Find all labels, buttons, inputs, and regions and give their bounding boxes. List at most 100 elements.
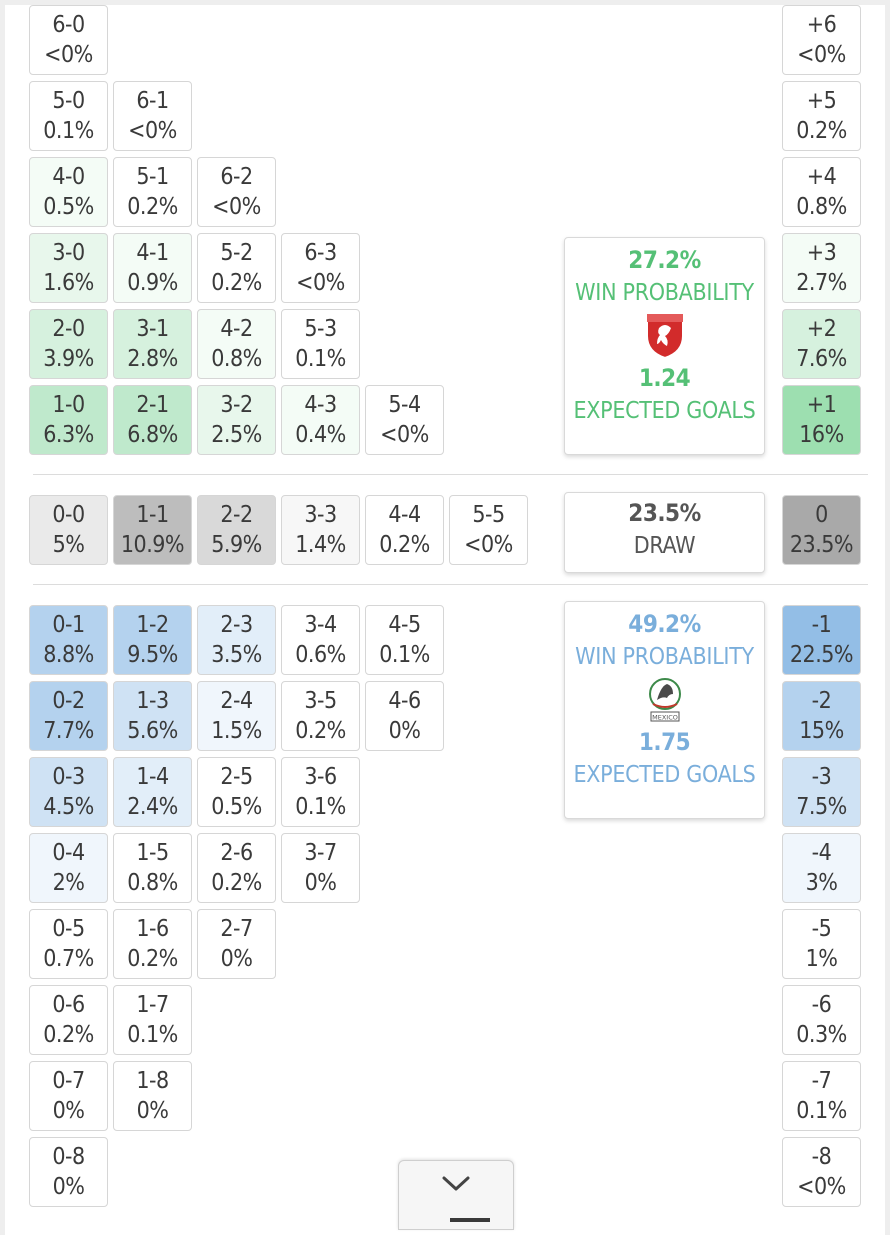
score-cell-0-7-probability: 0% xyxy=(52,1098,85,1124)
score-cell-3-2-label: 3-2 xyxy=(220,392,253,418)
score-cell-1-7-label: 1-7 xyxy=(136,992,169,1018)
score-cell-0-5[interactable]: 0-5 0.7% xyxy=(29,909,108,979)
score-cell-1-1-probability: 10.9% xyxy=(120,532,185,558)
score-cell-1-6[interactable]: 1-6 0.2% xyxy=(113,909,192,979)
score-cell-0-3-probability: 4.5% xyxy=(43,794,94,820)
score-cell-2-7[interactable]: 2-7 0% xyxy=(197,909,276,979)
score-cell-0-8[interactable]: 0-8 0% xyxy=(29,1137,108,1207)
score-cell-0-3[interactable]: 0-3 4.5% xyxy=(29,757,108,827)
score-cell-2-0-label: 2-0 xyxy=(52,316,85,342)
score-cell-0-2-probability: 7.7% xyxy=(43,718,94,744)
score-cell-6-2-probability: <0% xyxy=(212,194,261,220)
score-cell-2-4[interactable]: 2-4 1.5% xyxy=(197,681,276,751)
score-cell-1-2[interactable]: 1-2 9.5% xyxy=(113,605,192,675)
score-cell-6-2[interactable]: 6-2 <0% xyxy=(197,157,276,227)
score-cell-5-2[interactable]: 5-2 0.2% xyxy=(197,233,276,303)
score-cell-0-8-label: 0-8 xyxy=(52,1144,85,1170)
score-cell-1-7[interactable]: 1-7 0.1% xyxy=(113,985,192,1055)
goal-diff-cell-label: 0 xyxy=(815,502,828,528)
goal-diff-cell[interactable]: -6 0.3% xyxy=(782,985,861,1055)
score-cell-5-1[interactable]: 5-1 0.2% xyxy=(113,157,192,227)
goal-diff-cell[interactable]: 0 23.5% xyxy=(782,495,861,565)
score-cell-5-4-probability: <0% xyxy=(380,422,429,448)
goal-diff-cell-label: +2 xyxy=(806,316,837,342)
score-cell-1-3[interactable]: 1-3 5.6% xyxy=(113,681,192,751)
score-cell-6-0[interactable]: 6-0 <0% xyxy=(29,5,108,75)
score-cell-0-1[interactable]: 0-1 8.8% xyxy=(29,605,108,675)
score-cell-1-4[interactable]: 1-4 2.4% xyxy=(113,757,192,827)
goal-diff-cell[interactable]: -4 3% xyxy=(782,833,861,903)
goal-diff-cell-probability: 15% xyxy=(799,718,844,744)
goal-diff-cell[interactable]: +5 0.2% xyxy=(782,81,861,151)
score-cell-6-1[interactable]: 6-1 <0% xyxy=(113,81,192,151)
score-cell-1-2-label: 1-2 xyxy=(136,612,169,638)
goal-diff-cell-probability: 1% xyxy=(805,946,838,972)
score-cell-3-7[interactable]: 3-7 0% xyxy=(281,833,360,903)
score-cell-0-6-label: 0-6 xyxy=(52,992,85,1018)
score-cell-1-7-probability: 0.1% xyxy=(127,1022,178,1048)
score-cell-1-5[interactable]: 1-5 0.8% xyxy=(113,833,192,903)
score-cell-5-4[interactable]: 5-4 <0% xyxy=(365,385,444,455)
score-cell-4-5[interactable]: 4-5 0.1% xyxy=(365,605,444,675)
score-cell-0-7[interactable]: 0-7 0% xyxy=(29,1061,108,1131)
score-cell-2-3[interactable]: 2-3 3.5% xyxy=(197,605,276,675)
score-cell-6-3[interactable]: 6-3 <0% xyxy=(281,233,360,303)
score-cell-1-0[interactable]: 1-0 6.3% xyxy=(29,385,108,455)
away-win-probability: 49.2% xyxy=(628,610,701,638)
score-cell-4-6-label: 4-6 xyxy=(388,688,421,714)
score-cell-2-0[interactable]: 2-0 3.9% xyxy=(29,309,108,379)
goal-diff-cell[interactable]: -7 0.1% xyxy=(782,1061,861,1131)
goal-diff-cell[interactable]: -2 15% xyxy=(782,681,861,751)
goal-diff-cell[interactable]: +1 16% xyxy=(782,385,861,455)
goal-diff-cell[interactable]: -1 22.5% xyxy=(782,605,861,675)
score-cell-5-3[interactable]: 5-3 0.1% xyxy=(281,309,360,379)
score-cell-3-2[interactable]: 3-2 2.5% xyxy=(197,385,276,455)
score-cell-2-1[interactable]: 2-1 6.8% xyxy=(113,385,192,455)
goal-diff-cell[interactable]: +4 0.8% xyxy=(782,157,861,227)
score-cell-3-3[interactable]: 3-3 1.4% xyxy=(281,495,360,565)
score-cell-3-4[interactable]: 3-4 0.6% xyxy=(281,605,360,675)
score-cell-4-1[interactable]: 4-1 0.9% xyxy=(113,233,192,303)
score-cell-4-2[interactable]: 4-2 0.8% xyxy=(197,309,276,379)
draw-label: DRAW xyxy=(633,533,696,559)
score-cell-3-7-label: 3-7 xyxy=(304,840,337,866)
czech-crest-icon xyxy=(645,313,684,360)
score-cell-0-0[interactable]: 0-0 5% xyxy=(29,495,108,565)
goal-diff-cell[interactable]: -8 <0% xyxy=(782,1137,861,1207)
score-cell-2-2[interactable]: 2-2 5.9% xyxy=(197,495,276,565)
score-cell-4-4[interactable]: 4-4 0.2% xyxy=(365,495,444,565)
score-cell-4-6[interactable]: 4-6 0% xyxy=(365,681,444,751)
score-cell-3-5[interactable]: 3-5 0.2% xyxy=(281,681,360,751)
score-cell-5-5[interactable]: 5-5 <0% xyxy=(449,495,528,565)
goal-diff-cell[interactable]: +6 <0% xyxy=(782,5,861,75)
score-cell-0-6[interactable]: 0-6 0.2% xyxy=(29,985,108,1055)
score-cell-4-2-label: 4-2 xyxy=(220,316,253,342)
section-divider xyxy=(33,474,868,475)
score-cell-4-6-probability: 0% xyxy=(388,718,421,744)
score-cell-2-3-label: 2-3 xyxy=(220,612,253,638)
goal-diff-cell[interactable]: +2 7.6% xyxy=(782,309,861,379)
score-cell-1-4-probability: 2.4% xyxy=(127,794,178,820)
score-cell-1-8[interactable]: 1-8 0% xyxy=(113,1061,192,1131)
score-cell-1-1[interactable]: 1-1 10.9% xyxy=(113,495,192,565)
section-divider xyxy=(33,584,868,585)
mexico-crest-icon: MEXICO xyxy=(648,678,681,722)
score-cell-0-4[interactable]: 0-4 2% xyxy=(29,833,108,903)
score-cell-2-2-probability: 5.9% xyxy=(211,532,262,558)
score-cell-5-3-label: 5-3 xyxy=(304,316,337,342)
goal-diff-cell[interactable]: -5 1% xyxy=(782,909,861,979)
score-cell-5-0[interactable]: 5-0 0.1% xyxy=(29,81,108,151)
score-cell-5-3-probability: 0.1% xyxy=(295,346,346,372)
score-cell-0-2[interactable]: 0-2 7.7% xyxy=(29,681,108,751)
score-cell-4-0[interactable]: 4-0 0.5% xyxy=(29,157,108,227)
goal-diff-cell-label: +5 xyxy=(806,88,837,114)
score-cell-3-1[interactable]: 3-1 2.8% xyxy=(113,309,192,379)
score-cell-2-6[interactable]: 2-6 0.2% xyxy=(197,833,276,903)
score-cell-3-6[interactable]: 3-6 0.1% xyxy=(281,757,360,827)
goal-diff-cell[interactable]: -3 7.5% xyxy=(782,757,861,827)
score-cell-3-0[interactable]: 3-0 1.6% xyxy=(29,233,108,303)
score-cell-5-5-label: 5-5 xyxy=(472,502,505,528)
score-cell-2-5[interactable]: 2-5 0.5% xyxy=(197,757,276,827)
score-cell-4-3[interactable]: 4-3 0.4% xyxy=(281,385,360,455)
goal-diff-cell[interactable]: +3 2.7% xyxy=(782,233,861,303)
